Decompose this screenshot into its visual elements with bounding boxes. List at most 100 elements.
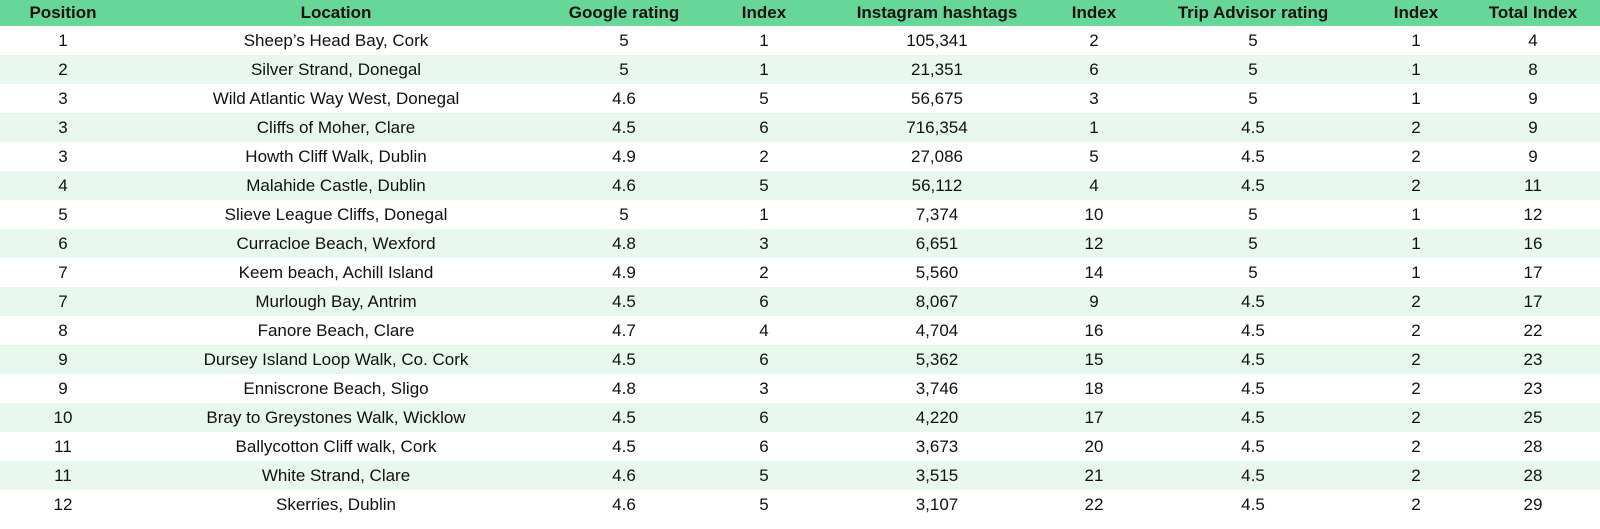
cell-total-index: 25 <box>1523 408 1543 427</box>
cell-location: Slieve League Cliffs, Donegal <box>224 205 448 224</box>
cell-tripadvisor-index: 2 <box>1411 118 1421 137</box>
cell-google-rating: 4.5 <box>612 437 636 456</box>
cell-tripadvisor-rating: 4.5 <box>1241 118 1265 137</box>
cell-location: Silver Strand, Donegal <box>250 60 422 79</box>
cell-total-index: 29 <box>1523 495 1543 514</box>
cell-instagram-hashtags: 4,220 <box>915 408 959 427</box>
cell-instagram-index: 9 <box>1089 292 1099 311</box>
cell-instagram-index: 15 <box>1084 350 1104 369</box>
cell-instagram-index: 16 <box>1084 321 1104 340</box>
cell-position: 6 <box>58 234 68 253</box>
cell-total-index: 4 <box>1528 31 1538 50</box>
header-tripadvisor-index: Index <box>1393 3 1439 22</box>
cell-total-index: 17 <box>1523 263 1543 282</box>
cell-google-rating: 4.5 <box>612 118 636 137</box>
header-tripadvisor-rating: Trip Advisor rating <box>1177 3 1329 22</box>
cell-instagram-index: 6 <box>1089 60 1099 79</box>
cell-tripadvisor-index: 1 <box>1411 205 1421 224</box>
cell-total-index: 9 <box>1528 147 1538 166</box>
cell-instagram-index: 3 <box>1089 89 1099 108</box>
cell-location: Wild Atlantic Way West, Donegal <box>212 89 460 108</box>
cell-location: Fanore Beach, Clare <box>257 321 415 340</box>
cell-instagram-hashtags: 716,354 <box>906 118 968 137</box>
cell-google-rating: 4.6 <box>612 176 636 195</box>
cell-tripadvisor-rating: 4.5 <box>1241 379 1265 398</box>
table-body: 1 Sheep’s Head Bay, Cork 5 1 105,341 2 5 1 4 2 Sil… <box>0 26 1600 519</box>
cell-tripadvisor-index: 1 <box>1411 263 1421 282</box>
cell-location: Ballycotton Cliff walk, Cork <box>235 437 437 456</box>
table-row: 5 Slieve League Cliffs, Donegal 5 1 7,374 10 5… <box>0 200 1600 229</box>
cell-tripadvisor-index: 2 <box>1411 176 1421 195</box>
table-row: 7 Keem beach, Achill Island 4.9 2 5,560 14 5 1 1… <box>0 258 1600 287</box>
cell-tripadvisor-index: 1 <box>1411 31 1421 50</box>
cell-position: 8 <box>58 321 68 340</box>
cell-location: Sheep’s Head Bay, Cork <box>243 31 429 50</box>
cell-google-index: 1 <box>759 60 769 79</box>
cell-instagram-hashtags: 3,746 <box>915 379 959 398</box>
cell-instagram-hashtags: 21,351 <box>911 60 963 79</box>
cell-instagram-hashtags: 6,651 <box>915 234 959 253</box>
cell-location: Malahide Castle, Dublin <box>246 176 426 195</box>
header-instagram-hashtags: Instagram hashtags <box>856 3 1018 22</box>
cell-tripadvisor-rating: 5 <box>1248 31 1258 50</box>
cell-instagram-hashtags: 3,673 <box>915 437 959 456</box>
cell-tripadvisor-index: 2 <box>1411 408 1421 427</box>
cell-google-index: 5 <box>759 176 769 195</box>
cell-google-rating: 4.7 <box>612 321 636 340</box>
cell-instagram-index: 14 <box>1084 263 1104 282</box>
cell-instagram-hashtags: 27,086 <box>911 147 963 166</box>
cell-tripadvisor-index: 2 <box>1411 147 1421 166</box>
cell-google-rating: 4.8 <box>612 379 636 398</box>
cell-tripadvisor-index: 2 <box>1411 379 1421 398</box>
cell-instagram-hashtags: 105,341 <box>906 31 968 50</box>
cell-total-index: 22 <box>1523 321 1543 340</box>
cell-instagram-index: 5 <box>1089 147 1099 166</box>
table-row: 3 Howth Cliff Walk, Dublin 4.9 2 27,086 5 4.5 2… <box>0 142 1600 171</box>
cell-tripadvisor-index: 1 <box>1411 234 1421 253</box>
cell-instagram-index: 10 <box>1084 205 1104 224</box>
cell-location: Bray to Greystones Walk, Wicklow <box>206 408 466 427</box>
cell-tripadvisor-rating: 5 <box>1248 89 1258 108</box>
cell-position: 2 <box>58 60 68 79</box>
cell-google-rating: 4.8 <box>612 234 636 253</box>
cell-tripadvisor-index: 2 <box>1411 466 1421 485</box>
cell-google-index: 3 <box>759 234 769 253</box>
cell-google-index: 6 <box>759 292 769 311</box>
cell-google-index: 1 <box>759 205 769 224</box>
cell-google-rating: 4.6 <box>612 495 636 514</box>
table-row: 8 Fanore Beach, Clare 4.7 4 4,704 16 4.5 2 22 <box>0 316 1600 345</box>
cell-google-rating: 5 <box>619 60 629 79</box>
header-total-index: Total Index <box>1488 3 1578 22</box>
cell-position: 3 <box>58 89 68 108</box>
cell-location: Cliffs of Moher, Clare <box>256 118 416 137</box>
cell-google-index: 5 <box>759 89 769 108</box>
cell-instagram-index: 12 <box>1084 234 1104 253</box>
cell-instagram-index: 17 <box>1084 408 1104 427</box>
cell-location: Enniscrone Beach, Sligo <box>243 379 429 398</box>
cell-instagram-hashtags: 56,675 <box>911 89 963 108</box>
table-row: 3 Wild Atlantic Way West, Donegal 4.6 5 56,6… <box>0 84 1600 113</box>
cell-google-index: 5 <box>759 495 769 514</box>
cell-tripadvisor-rating: 4.5 <box>1241 321 1265 340</box>
cell-google-rating: 4.9 <box>612 263 636 282</box>
header-google-index: Index <box>741 3 787 22</box>
table-row: 10 Bray to Greystones Walk, Wicklow 4.5 6 4,… <box>0 403 1600 432</box>
cell-position: 7 <box>58 263 68 282</box>
table-row: 11 White Strand, Clare 4.6 5 3,515 21 4.5 2 28 <box>0 461 1600 490</box>
cell-location: Curracloe Beach, Wexford <box>236 234 436 253</box>
cell-total-index: 11 <box>1524 176 1542 195</box>
cell-google-index: 1 <box>759 31 769 50</box>
header-instagram-index: Index <box>1071 3 1117 22</box>
cell-position: 11 <box>54 466 72 485</box>
cell-position: 3 <box>58 118 68 137</box>
cell-tripadvisor-index: 1 <box>1411 89 1421 108</box>
cell-instagram-hashtags: 8,067 <box>915 292 959 311</box>
cell-position: 9 <box>58 350 68 369</box>
table-row: 11 Ballycotton Cliff walk, Cork 4.5 6 3,673 2… <box>0 432 1600 461</box>
cell-total-index: 17 <box>1523 292 1543 311</box>
table-row: 9 Dursey Island Loop Walk, Co. Cork 4.5 6 5,… <box>0 345 1600 374</box>
cell-instagram-hashtags: 5,560 <box>915 263 959 282</box>
cell-instagram-index: 22 <box>1084 495 1104 514</box>
cell-position: 3 <box>58 147 68 166</box>
cell-instagram-index: 21 <box>1084 466 1104 485</box>
